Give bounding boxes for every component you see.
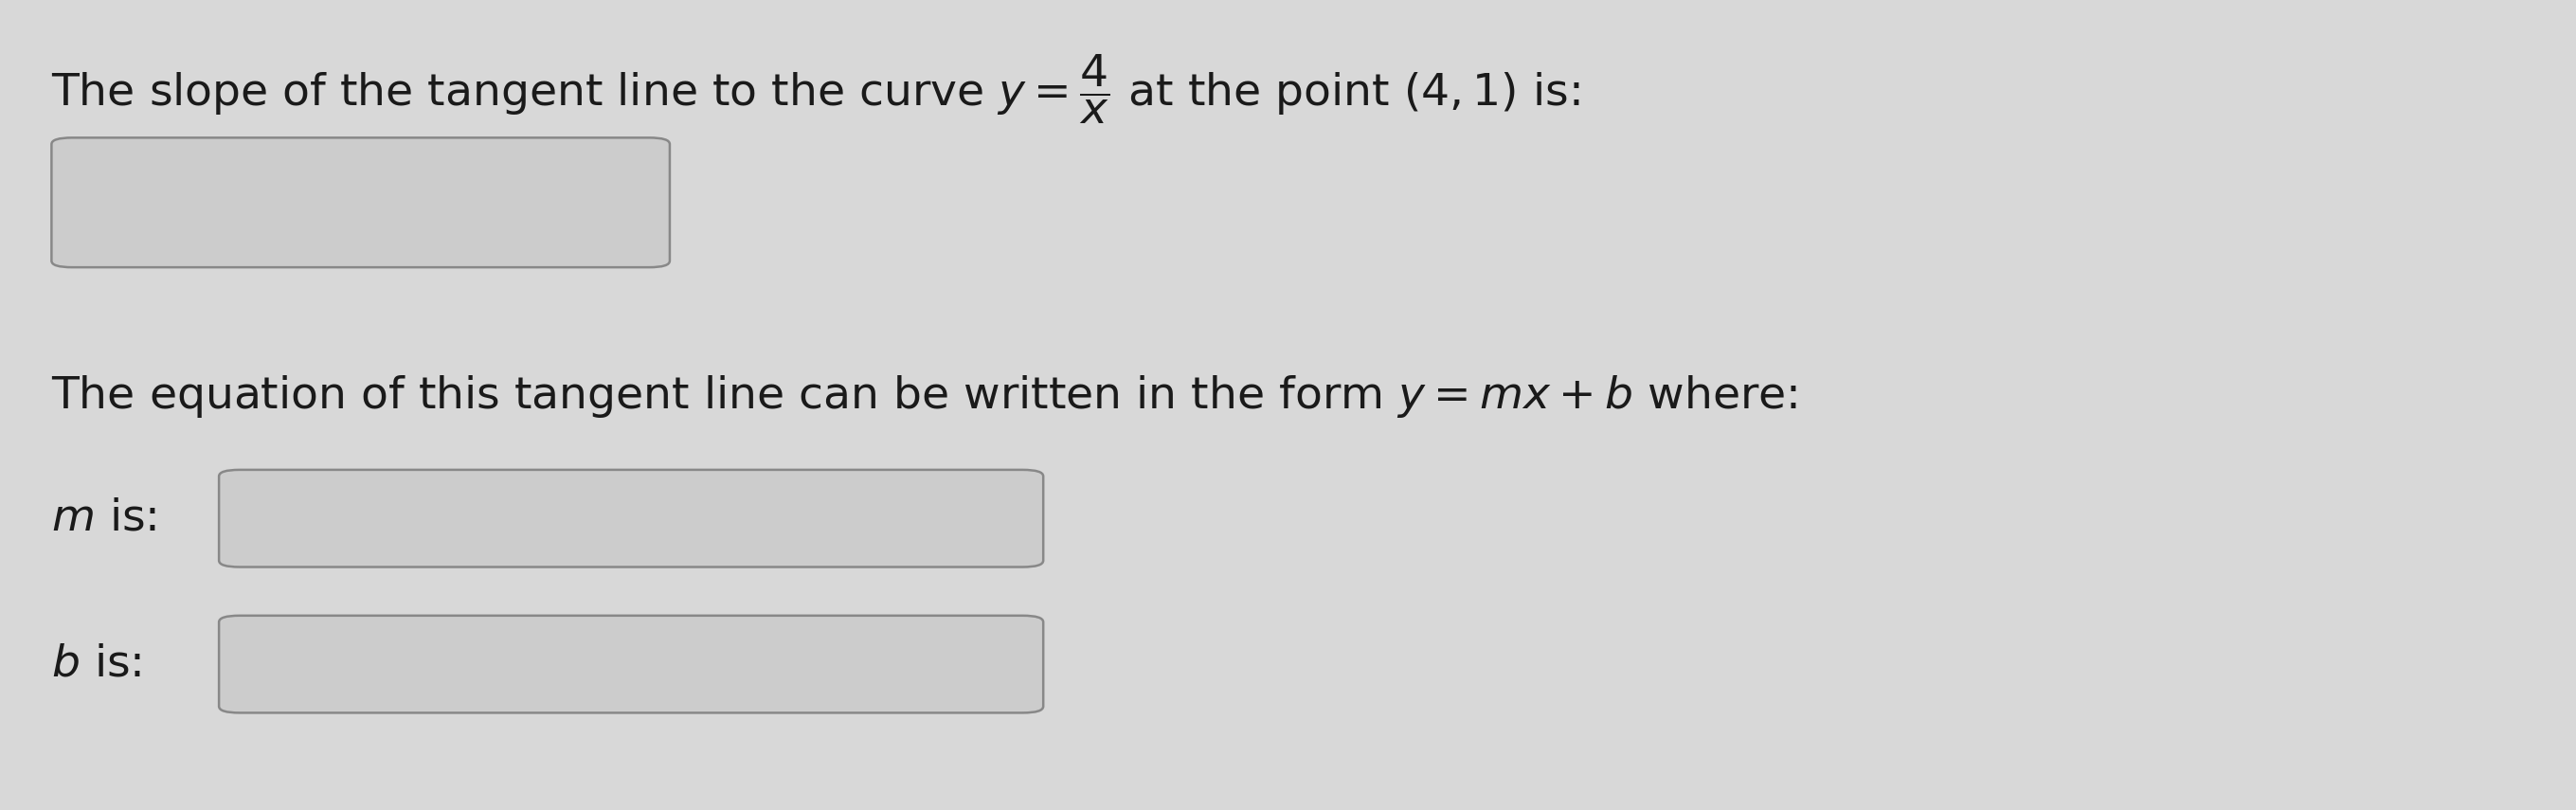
FancyBboxPatch shape [52, 138, 670, 267]
Text: $m$ is:: $m$ is: [52, 497, 157, 539]
Text: $b$ is:: $b$ is: [52, 643, 142, 685]
Text: The slope of the tangent line to the curve $y = \dfrac{4}{x}$ at the point $(4, : The slope of the tangent line to the cur… [52, 53, 1579, 126]
FancyBboxPatch shape [219, 616, 1043, 713]
Text: The equation of this tangent line can be written in the form $y = mx + b$ where:: The equation of this tangent line can be… [52, 373, 1798, 420]
FancyBboxPatch shape [219, 470, 1043, 567]
